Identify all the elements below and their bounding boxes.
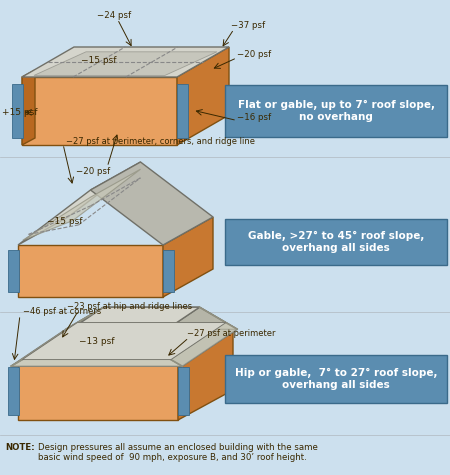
Text: Gable, >27° to 45° roof slope,
overhang all sides: Gable, >27° to 45° roof slope, overhang … xyxy=(248,231,424,253)
Polygon shape xyxy=(11,323,77,366)
Polygon shape xyxy=(177,47,229,145)
Polygon shape xyxy=(22,323,226,360)
Text: NOTE:: NOTE: xyxy=(5,443,35,452)
Text: −15 psf: −15 psf xyxy=(81,56,117,65)
Polygon shape xyxy=(11,360,182,366)
Polygon shape xyxy=(34,52,217,76)
Text: −46 psf at corners: −46 psf at corners xyxy=(23,306,101,315)
Polygon shape xyxy=(18,162,140,245)
Text: +15 psf: +15 psf xyxy=(2,108,37,117)
Polygon shape xyxy=(11,307,104,366)
Polygon shape xyxy=(49,307,199,344)
Polygon shape xyxy=(90,162,213,245)
Polygon shape xyxy=(11,344,182,366)
Text: −20 psf: −20 psf xyxy=(76,167,110,175)
Text: −16 psf: −16 psf xyxy=(237,113,271,122)
Polygon shape xyxy=(66,307,237,329)
Polygon shape xyxy=(23,169,140,240)
Bar xyxy=(8,367,19,415)
Polygon shape xyxy=(66,323,237,329)
Text: −37 psf: −37 psf xyxy=(231,20,265,29)
Text: −27 psf at perimeter: −27 psf at perimeter xyxy=(187,329,275,338)
Text: −27 psf at perimeter, corners, and ridge line: −27 psf at perimeter, corners, and ridge… xyxy=(66,137,255,146)
Polygon shape xyxy=(178,332,233,420)
Text: Flat or gable, up to 7° roof slope,
no overhang: Flat or gable, up to 7° roof slope, no o… xyxy=(238,100,435,122)
Bar xyxy=(178,367,189,415)
Text: −20 psf: −20 psf xyxy=(237,50,271,59)
Polygon shape xyxy=(18,362,178,420)
Text: Hip or gable,  7° to 27° roof slope,
overhang all sides: Hip or gable, 7° to 27° roof slope, over… xyxy=(235,368,437,390)
Text: −24 psf: −24 psf xyxy=(97,10,131,19)
Polygon shape xyxy=(22,70,35,145)
Bar xyxy=(8,250,19,292)
Text: −15 psf: −15 psf xyxy=(47,217,83,226)
Polygon shape xyxy=(144,307,237,366)
Polygon shape xyxy=(22,47,229,77)
Bar xyxy=(225,219,447,265)
Bar xyxy=(225,355,447,403)
Polygon shape xyxy=(171,323,237,366)
Polygon shape xyxy=(18,245,163,297)
Text: −13 psf: −13 psf xyxy=(79,337,114,346)
Text: basic wind speed of  90 mph, exposure B, and 30’ roof height.: basic wind speed of 90 mph, exposure B, … xyxy=(38,453,307,462)
Bar xyxy=(225,85,447,137)
Polygon shape xyxy=(22,77,177,145)
Text: −23 psf at hip and ridge lines: −23 psf at hip and ridge lines xyxy=(67,302,192,311)
Bar xyxy=(177,84,188,138)
Bar xyxy=(12,84,23,138)
Bar xyxy=(163,250,174,292)
Text: Design pressures all assume an enclosed building with the same: Design pressures all assume an enclosed … xyxy=(38,443,318,452)
Polygon shape xyxy=(163,217,213,297)
